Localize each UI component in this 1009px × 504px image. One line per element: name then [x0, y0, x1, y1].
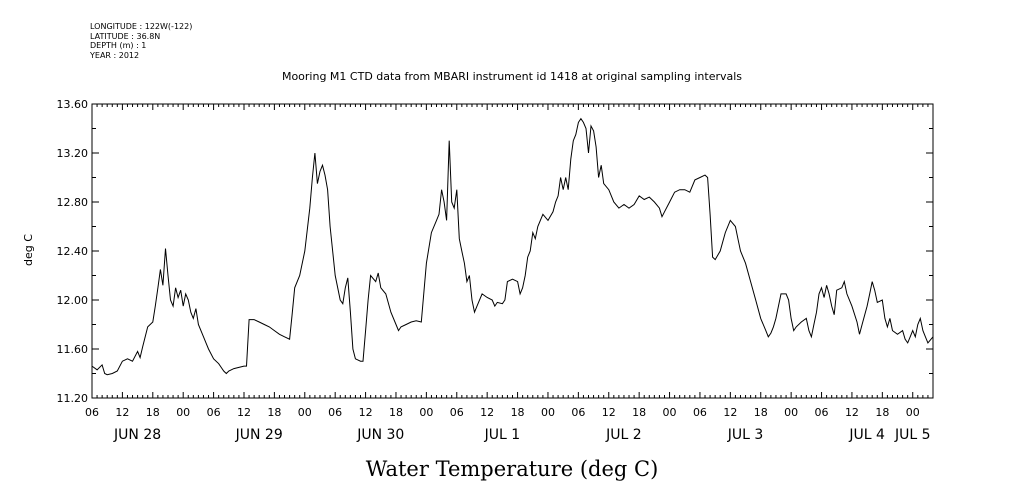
x-tick-label: 06	[450, 406, 464, 419]
x-tick-label: 18	[754, 406, 768, 419]
y-tick-label: 12.00	[57, 294, 89, 307]
y-tick-label: 12.40	[57, 245, 89, 258]
day-label: JUL 1	[484, 427, 521, 443]
x-tick-label: 00	[541, 406, 555, 419]
meta-year: YEAR : 2012	[90, 50, 140, 60]
x-tick-label: 00	[906, 406, 920, 419]
day-label: JUL 2	[605, 427, 642, 443]
day-label: JUN 29	[235, 427, 283, 443]
x-tick-label: 12	[359, 406, 373, 419]
meta-longitude: LONGITUDE : 122W(-122)	[90, 22, 193, 31]
meta-depth: DEPTH (m) : 1	[90, 41, 147, 50]
meta-latitude: LATITUDE : 36.8N	[90, 31, 161, 41]
y-tick-labels: 11.20 11.60 12.00 12.40 12.80 13.20 13.60	[57, 98, 89, 405]
x-tick-label: 18	[389, 406, 403, 419]
x-axis-label: Water Temperature (deg C)	[366, 457, 659, 481]
day-label: JUN 30	[356, 427, 404, 443]
tick-marks	[91, 103, 934, 399]
x-tick-label: 12	[845, 406, 859, 419]
x-tick-label: 12	[602, 406, 616, 419]
x-tick-label: 00	[298, 406, 312, 419]
y-tick-label: 11.60	[57, 343, 89, 356]
x-tick-label: 06	[207, 406, 221, 419]
x-tick-label: 18	[875, 406, 889, 419]
x-tick-label: 00	[663, 406, 677, 419]
temperature-series-line	[91, 117, 934, 376]
x-tick-label: 12	[480, 406, 494, 419]
y-tick-label: 12.80	[57, 196, 89, 209]
y-tick-label: 13.60	[57, 98, 89, 111]
x-tick-label: 18	[267, 406, 281, 419]
x-tick-label: 12	[115, 406, 129, 419]
x-tick-label: 06	[693, 406, 707, 419]
x-tick-label: 06	[328, 406, 342, 419]
day-label: JUL 5	[894, 427, 931, 443]
x-tick-label: 06	[815, 406, 829, 419]
x-tick-label: 18	[146, 406, 160, 419]
x-tick-label: 06	[571, 406, 585, 419]
x-tick-label: 06	[85, 406, 99, 419]
day-label: JUL 3	[727, 427, 764, 443]
day-labels: JUN 28 JUN 29 JUN 30 JUL 1 JUL 2 JUL 3 JUL 4 JU…	[113, 427, 930, 443]
plot-frame	[91, 103, 934, 399]
chart-title: Mooring M1 CTD data from MBARI instrumen…	[282, 70, 742, 83]
x-tick-label: 00	[176, 406, 190, 419]
day-label: JUL 4	[848, 427, 885, 443]
x-tick-label: 18	[632, 406, 646, 419]
x-tick-label: 12	[237, 406, 251, 419]
x-tick-label: 00	[784, 406, 798, 419]
day-label: JUN 28	[113, 427, 161, 443]
y-tick-label: 11.20	[57, 392, 89, 405]
metadata-block: LONGITUDE : 122W(-122) LATITUDE : 36.8N …	[90, 22, 192, 60]
y-axis-label: deg C	[22, 234, 35, 266]
axes-group	[91, 103, 934, 399]
y-tick-label: 13.20	[57, 147, 89, 160]
x-tick-label: 12	[723, 406, 737, 419]
x-tick-label: 00	[419, 406, 433, 419]
x-tick-label: 18	[511, 406, 525, 419]
x-tick-labels: 06 12 18 00 06 12 18 00 06 12 18 00 06 12 18 00 06 12 18 00…	[85, 406, 920, 419]
